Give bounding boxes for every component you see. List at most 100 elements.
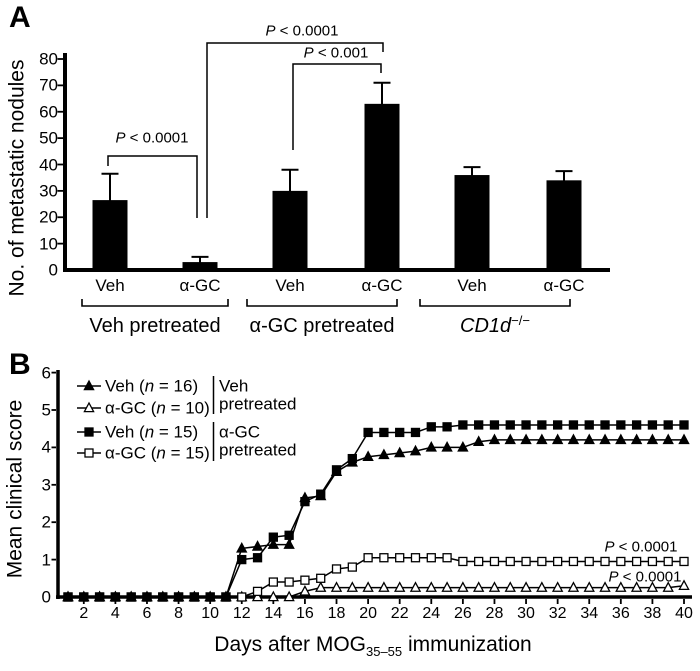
open-square-marker <box>647 556 658 567</box>
open-triangle-marker <box>599 581 611 592</box>
open-triangle-marker <box>551 581 564 592</box>
open-square-marker <box>489 556 500 567</box>
filled-triangle-marker <box>678 433 690 445</box>
filled-triangle-marker <box>236 542 248 553</box>
group-brace-0 <box>81 299 229 307</box>
open-triangle-marker <box>457 581 469 592</box>
open-triangle-marker <box>630 581 643 592</box>
filled-triangle-marker <box>583 433 595 445</box>
filled-square-marker <box>126 592 136 602</box>
open-triangle-marker <box>567 581 580 592</box>
filled-square-marker <box>173 592 184 602</box>
filled-square-marker <box>568 420 579 430</box>
filled-square-marker <box>63 592 73 602</box>
open-triangle-marker <box>536 581 548 592</box>
filled-square-marker <box>679 420 689 430</box>
open-square-marker <box>284 577 294 587</box>
open-triangle-marker <box>615 581 627 592</box>
series-line-filled-triangle <box>68 439 685 598</box>
bar-3 <box>364 103 400 271</box>
filled-triangle-marker <box>630 433 643 445</box>
bar-4 <box>454 175 490 270</box>
bar-5 <box>546 180 582 270</box>
filled-triangle-marker <box>615 433 627 445</box>
filled-square-marker <box>331 465 342 475</box>
filled-square-marker <box>189 592 200 602</box>
filled-square-marker <box>521 420 531 430</box>
filled-square-marker <box>252 553 263 563</box>
open-triangle-marker <box>267 590 280 602</box>
open-square-marker <box>505 556 515 567</box>
filled-square-marker <box>474 420 484 430</box>
filled-square-marker <box>584 420 594 430</box>
filled-triangle-marker <box>409 444 422 456</box>
open-square-marker <box>537 556 547 567</box>
significance-bracket-2 <box>292 63 382 150</box>
filled-triangle-marker <box>283 538 295 549</box>
filled-square-marker <box>79 592 89 602</box>
filled-square-marker <box>395 427 405 438</box>
filled-square-marker <box>663 420 673 430</box>
open-triangle-marker <box>362 581 374 592</box>
open-square-marker <box>268 577 278 587</box>
filled-triangle-marker <box>394 446 406 458</box>
filled-square-marker <box>158 592 168 602</box>
open-square-marker <box>568 556 579 567</box>
open-square-marker <box>410 553 421 563</box>
open-triangle-marker <box>409 581 422 592</box>
filled-square-marker <box>142 592 152 602</box>
filled-square-marker <box>284 530 294 540</box>
filled-triangle-marker <box>504 433 516 445</box>
open-square-marker <box>300 575 310 585</box>
group-brace-1 <box>246 299 398 307</box>
filled-square-marker <box>110 592 121 602</box>
filled-square-marker <box>300 496 310 507</box>
filled-triangle-marker <box>441 441 453 452</box>
open-square-marker <box>395 553 405 563</box>
open-triangle-marker <box>330 581 343 592</box>
filled-triangle-marker <box>646 433 659 445</box>
bar-2 <box>272 190 308 270</box>
open-square-marker <box>679 556 689 567</box>
bar-1 <box>182 262 218 270</box>
open-square-marker <box>631 556 642 567</box>
filled-triangle-marker <box>251 540 264 551</box>
open-triangle-marker <box>662 581 674 592</box>
filled-square-marker <box>552 420 563 430</box>
open-square-marker <box>252 586 263 597</box>
open-square-marker <box>600 556 610 567</box>
filled-triangle-marker <box>520 433 532 445</box>
filled-square-marker <box>505 420 515 430</box>
filled-triangle-marker <box>662 433 674 445</box>
open-triangle-marker <box>504 581 516 592</box>
open-square-marker <box>663 556 673 567</box>
open-triangle-marker <box>646 581 659 592</box>
filled-square-marker <box>379 427 389 438</box>
open-triangle-marker <box>472 581 485 592</box>
open-square-marker <box>552 556 563 567</box>
open-triangle-marker <box>520 581 532 592</box>
filled-square-marker <box>347 453 357 464</box>
filled-triangle-marker <box>567 433 580 445</box>
open-triangle-marker <box>299 585 311 596</box>
panel-a-letter: A <box>9 1 31 34</box>
open-triangle-marker <box>378 581 390 592</box>
filled-triangle-marker <box>599 433 611 445</box>
open-triangle-marker <box>315 581 327 592</box>
filled-triangle-marker <box>488 433 501 445</box>
legend-open-square-marker <box>84 448 94 458</box>
filled-square-marker <box>458 420 468 430</box>
filled-square-marker <box>221 592 231 602</box>
filled-square-marker <box>410 427 421 438</box>
filled-triangle-marker <box>378 448 390 460</box>
open-triangle-marker <box>251 590 264 602</box>
filled-square-marker <box>600 420 610 430</box>
open-square-marker <box>474 556 484 567</box>
filled-triangle-marker <box>362 450 374 462</box>
filled-triangle-marker <box>425 441 437 452</box>
open-triangle-marker <box>583 581 595 592</box>
open-square-marker <box>363 553 373 563</box>
open-triangle-marker <box>346 581 358 592</box>
filled-square-marker <box>94 592 105 602</box>
